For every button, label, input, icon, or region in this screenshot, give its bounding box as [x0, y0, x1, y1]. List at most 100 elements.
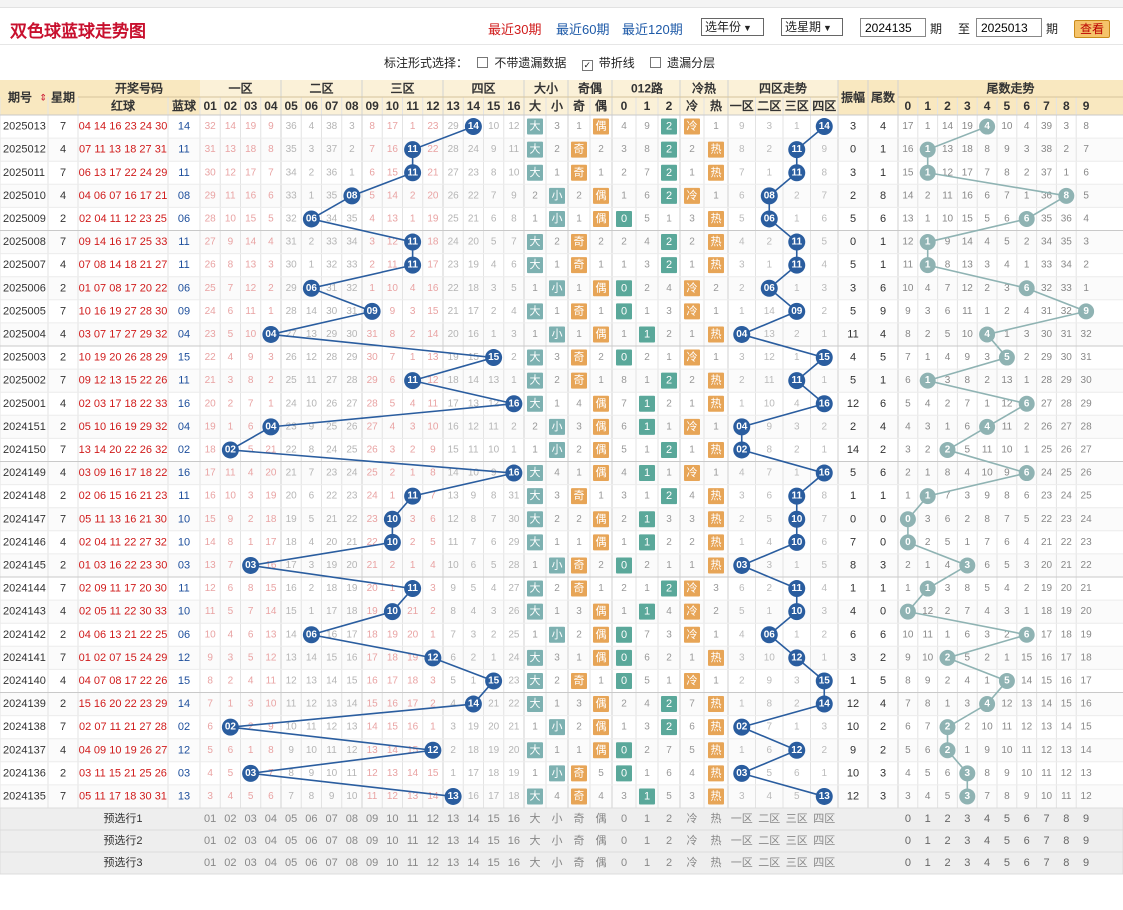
preselect-cell[interactable]: 一区 — [731, 813, 753, 825]
preselect-cell[interactable]: 大 — [530, 811, 541, 825]
preselect-cell[interactable]: 3 — [964, 813, 970, 825]
preselect-cell[interactable]: 8 — [1063, 813, 1069, 825]
preselect-cell[interactable]: 二区 — [758, 835, 780, 847]
preselect-cell[interactable]: 热 — [711, 812, 722, 825]
period-link-60[interactable]: 最近60期 — [556, 22, 610, 37]
preselect-cell[interactable]: 四区 — [813, 857, 835, 869]
preselect-cell[interactable]: 2 — [944, 813, 950, 825]
preselect-cell[interactable]: 06 — [305, 835, 317, 847]
preselect-cell[interactable]: 0 — [905, 835, 911, 847]
preselect-cell[interactable]: 1 — [925, 857, 931, 869]
preselect-cell[interactable]: 奇 — [574, 812, 585, 825]
preselect-cell[interactable]: 11 — [407, 813, 418, 825]
preselect-cell[interactable]: 2 — [944, 835, 950, 847]
preselect-cell[interactable]: 0 — [621, 813, 627, 825]
preselect-cell[interactable]: 三区 — [786, 813, 808, 825]
preselect-cell[interactable]: 2 — [666, 835, 672, 847]
preselect-cell[interactable]: 10 — [386, 835, 398, 847]
preselect-cell[interactable]: 1 — [644, 835, 650, 847]
preselect-cell[interactable]: 07 — [326, 857, 338, 869]
preselect-cell[interactable]: 7 — [1043, 835, 1049, 847]
preselect-cell[interactable]: 10 — [386, 813, 398, 825]
preselect-cell[interactable]: 04 — [265, 813, 277, 825]
preselect-cell[interactable]: 12 — [427, 835, 439, 847]
preselect-cell[interactable]: 5 — [1004, 857, 1010, 869]
preselect-cell[interactable]: 0 — [621, 835, 627, 847]
checkbox-icon[interactable] — [477, 57, 489, 68]
preselect-cell[interactable]: 4 — [984, 813, 990, 825]
query-button[interactable]: 查看 — [1074, 20, 1110, 38]
preselect-row[interactable] — [0, 851, 1123, 875]
to-issue-input[interactable] — [976, 18, 1042, 37]
preselect-cell[interactable]: 9 — [1083, 857, 1089, 869]
preselect-cell[interactable]: 9 — [1083, 813, 1089, 825]
preselect-cell[interactable]: 2 — [666, 813, 672, 825]
preselect-cell[interactable]: 15 — [488, 857, 500, 869]
preselect-cell[interactable]: 6 — [1024, 857, 1030, 869]
preselect-cell[interactable]: 一区 — [731, 857, 753, 869]
preselect-cell[interactable]: 小 — [552, 834, 563, 847]
preselect-cell[interactable]: 四区 — [813, 835, 835, 847]
preselect-cell[interactable]: 偶 — [596, 856, 607, 869]
preselect-cell[interactable]: 15 — [488, 835, 500, 847]
preselect-cell[interactable]: 14 — [467, 835, 479, 847]
preselect-cell[interactable]: 7 — [1043, 813, 1049, 825]
preselect-cell[interactable]: 08 — [346, 835, 358, 847]
preselect-cell[interactable]: 8 — [1063, 835, 1069, 847]
preselect-cell[interactable]: 13 — [447, 857, 459, 869]
preselect-cell[interactable]: 3 — [964, 835, 970, 847]
preselect-cell[interactable]: 冷 — [687, 834, 698, 847]
preselect-cell[interactable]: 04 — [265, 835, 277, 847]
preselect-cell[interactable]: 1 — [925, 835, 931, 847]
preselect-cell[interactable]: 09 — [366, 857, 378, 869]
preselect-cell[interactable]: 偶 — [596, 812, 607, 825]
preselect-cell[interactable]: 5 — [1004, 835, 1010, 847]
preselect-cell[interactable]: 四区 — [813, 813, 835, 825]
preselect-cell[interactable]: 2 — [666, 857, 672, 869]
option-with-line[interactable]: ✓ 带折线 — [581, 56, 641, 71]
from-issue-input[interactable] — [860, 18, 926, 37]
preselect-cell[interactable]: 大 — [530, 833, 541, 847]
preselect-cell[interactable]: 三区 — [786, 857, 808, 869]
preselect-cell[interactable]: 09 — [366, 835, 378, 847]
preselect-cell[interactable]: 12 — [427, 813, 439, 825]
preselect-cell[interactable]: 冷 — [687, 812, 698, 825]
preselect-cell[interactable]: 03 — [245, 813, 257, 825]
preselect-cell[interactable]: 小 — [552, 812, 563, 825]
period-link-30[interactable]: 最近30期 — [488, 22, 542, 37]
preselect-cell[interactable]: 8 — [1063, 857, 1069, 869]
year-select[interactable]: 选年份 ▼ — [701, 18, 764, 36]
preselect-cell[interactable]: 05 — [285, 857, 297, 869]
period-link-120[interactable]: 最近120期 — [622, 22, 683, 37]
preselect-cell[interactable]: 7 — [1043, 857, 1049, 869]
preselect-cell[interactable]: 05 — [285, 835, 297, 847]
preselect-cell[interactable]: 0 — [905, 813, 911, 825]
preselect-cell[interactable]: 二区 — [758, 857, 780, 869]
preselect-cell[interactable]: 01 — [204, 813, 216, 825]
preselect-cell[interactable]: 11 — [407, 857, 418, 869]
weekday-select[interactable]: 选星期 ▼ — [781, 18, 843, 36]
preselect-cell[interactable]: 08 — [346, 813, 358, 825]
preselect-cell[interactable]: 16 — [508, 835, 520, 847]
preselect-cell[interactable]: 2 — [944, 857, 950, 869]
preselect-cell[interactable]: 03 — [245, 835, 257, 847]
option-no-miss[interactable]: 不带遗漏数据 — [477, 56, 572, 70]
preselect-cell[interactable]: 10 — [386, 857, 398, 869]
preselect-cell[interactable]: 01 — [204, 857, 216, 869]
preselect-cell[interactable]: 16 — [508, 857, 520, 869]
checkbox-icon[interactable] — [650, 57, 662, 68]
preselect-cell[interactable]: 16 — [508, 813, 520, 825]
preselect-cell[interactable]: 07 — [326, 813, 338, 825]
preselect-cell[interactable]: 14 — [467, 813, 479, 825]
preselect-cell[interactable]: 12 — [427, 857, 439, 869]
preselect-cell[interactable]: 07 — [326, 835, 338, 847]
preselect-cell[interactable]: 01 — [204, 835, 216, 847]
option-miss-layer[interactable]: 遗漏分层 — [650, 56, 721, 70]
preselect-cell[interactable]: 二区 — [758, 813, 780, 825]
preselect-cell[interactable]: 03 — [245, 857, 257, 869]
preselect-cell[interactable]: 3 — [964, 857, 970, 869]
preselect-cell[interactable]: 02 — [224, 835, 236, 847]
preselect-cell[interactable]: 05 — [285, 813, 297, 825]
header-issue[interactable]: 期号 — [8, 90, 32, 105]
preselect-cell[interactable]: 1 — [644, 813, 650, 825]
